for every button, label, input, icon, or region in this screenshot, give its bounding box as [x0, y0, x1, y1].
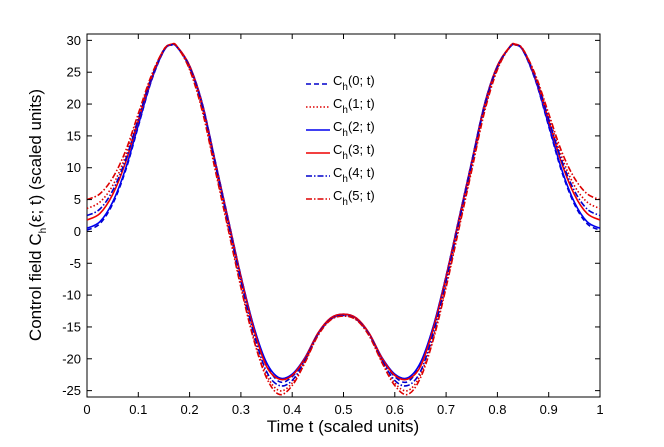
- x-tick-labels: 0 0.1 0.2 0.3 0.4 0.5 0.6 0.7 0.8 0.9 1: [83, 402, 603, 417]
- x-tick-label: 0.1: [129, 402, 147, 417]
- legend-label-2: Ch(2; t): [333, 119, 375, 139]
- x-tick-label: 0.3: [232, 402, 250, 417]
- y-tick-label: 0: [74, 224, 81, 239]
- series-layer: [87, 42, 600, 396]
- x-axis-label: Time t (scaled units): [267, 417, 419, 436]
- x-tick-label: 1: [596, 402, 603, 417]
- y-tick-label: -5: [69, 256, 81, 271]
- x-tick-label: 0.6: [386, 402, 404, 417]
- y-tick-label: -20: [62, 351, 81, 366]
- legend-label-5: Ch(5; t): [333, 188, 375, 208]
- y-tick-label: -25: [62, 383, 81, 398]
- x-tick-label: 0.2: [181, 402, 199, 417]
- y-tick-label: -10: [62, 288, 81, 303]
- y-tick-label: 20: [67, 97, 81, 112]
- x-tick-label: 0.8: [488, 402, 506, 417]
- legend-label-4: Ch(4; t): [333, 165, 375, 185]
- x-tick-label: 0: [83, 402, 90, 417]
- series-line-4: [87, 43, 600, 387]
- x-tick-label: 0.5: [334, 402, 352, 417]
- legend-label-3: Ch(3; t): [333, 142, 375, 162]
- plot-area: [86, 33, 601, 398]
- x-tick-label: 0.7: [437, 402, 455, 417]
- legend-label-0: Ch(0; t): [333, 73, 375, 93]
- y-tick-label: 30: [67, 33, 81, 48]
- y-tick-label: 5: [74, 192, 81, 207]
- legend-label-1: Ch(1; t): [333, 96, 375, 116]
- y-tick-label: -15: [62, 319, 81, 334]
- y-tick-label: 15: [67, 128, 81, 143]
- x-tick-label: 0.4: [283, 402, 301, 417]
- series-line-5: [87, 42, 600, 396]
- y-tick-labels: -25 -20 -15 -10 -5 0 5 10 15 20 25 30: [62, 33, 81, 398]
- legend: Ch(0; t) Ch(1; t) Ch(2; t) Ch(3; t) Ch(4; t)…: [306, 73, 375, 208]
- y-axis-label: Control field Ch(ε; t) (scaled units): [26, 89, 49, 341]
- ticks-layer: [86, 34, 601, 397]
- x-tick-label: 0.9: [540, 402, 558, 417]
- y-tick-label: 25: [67, 65, 81, 80]
- y-tick-label: 10: [67, 160, 81, 175]
